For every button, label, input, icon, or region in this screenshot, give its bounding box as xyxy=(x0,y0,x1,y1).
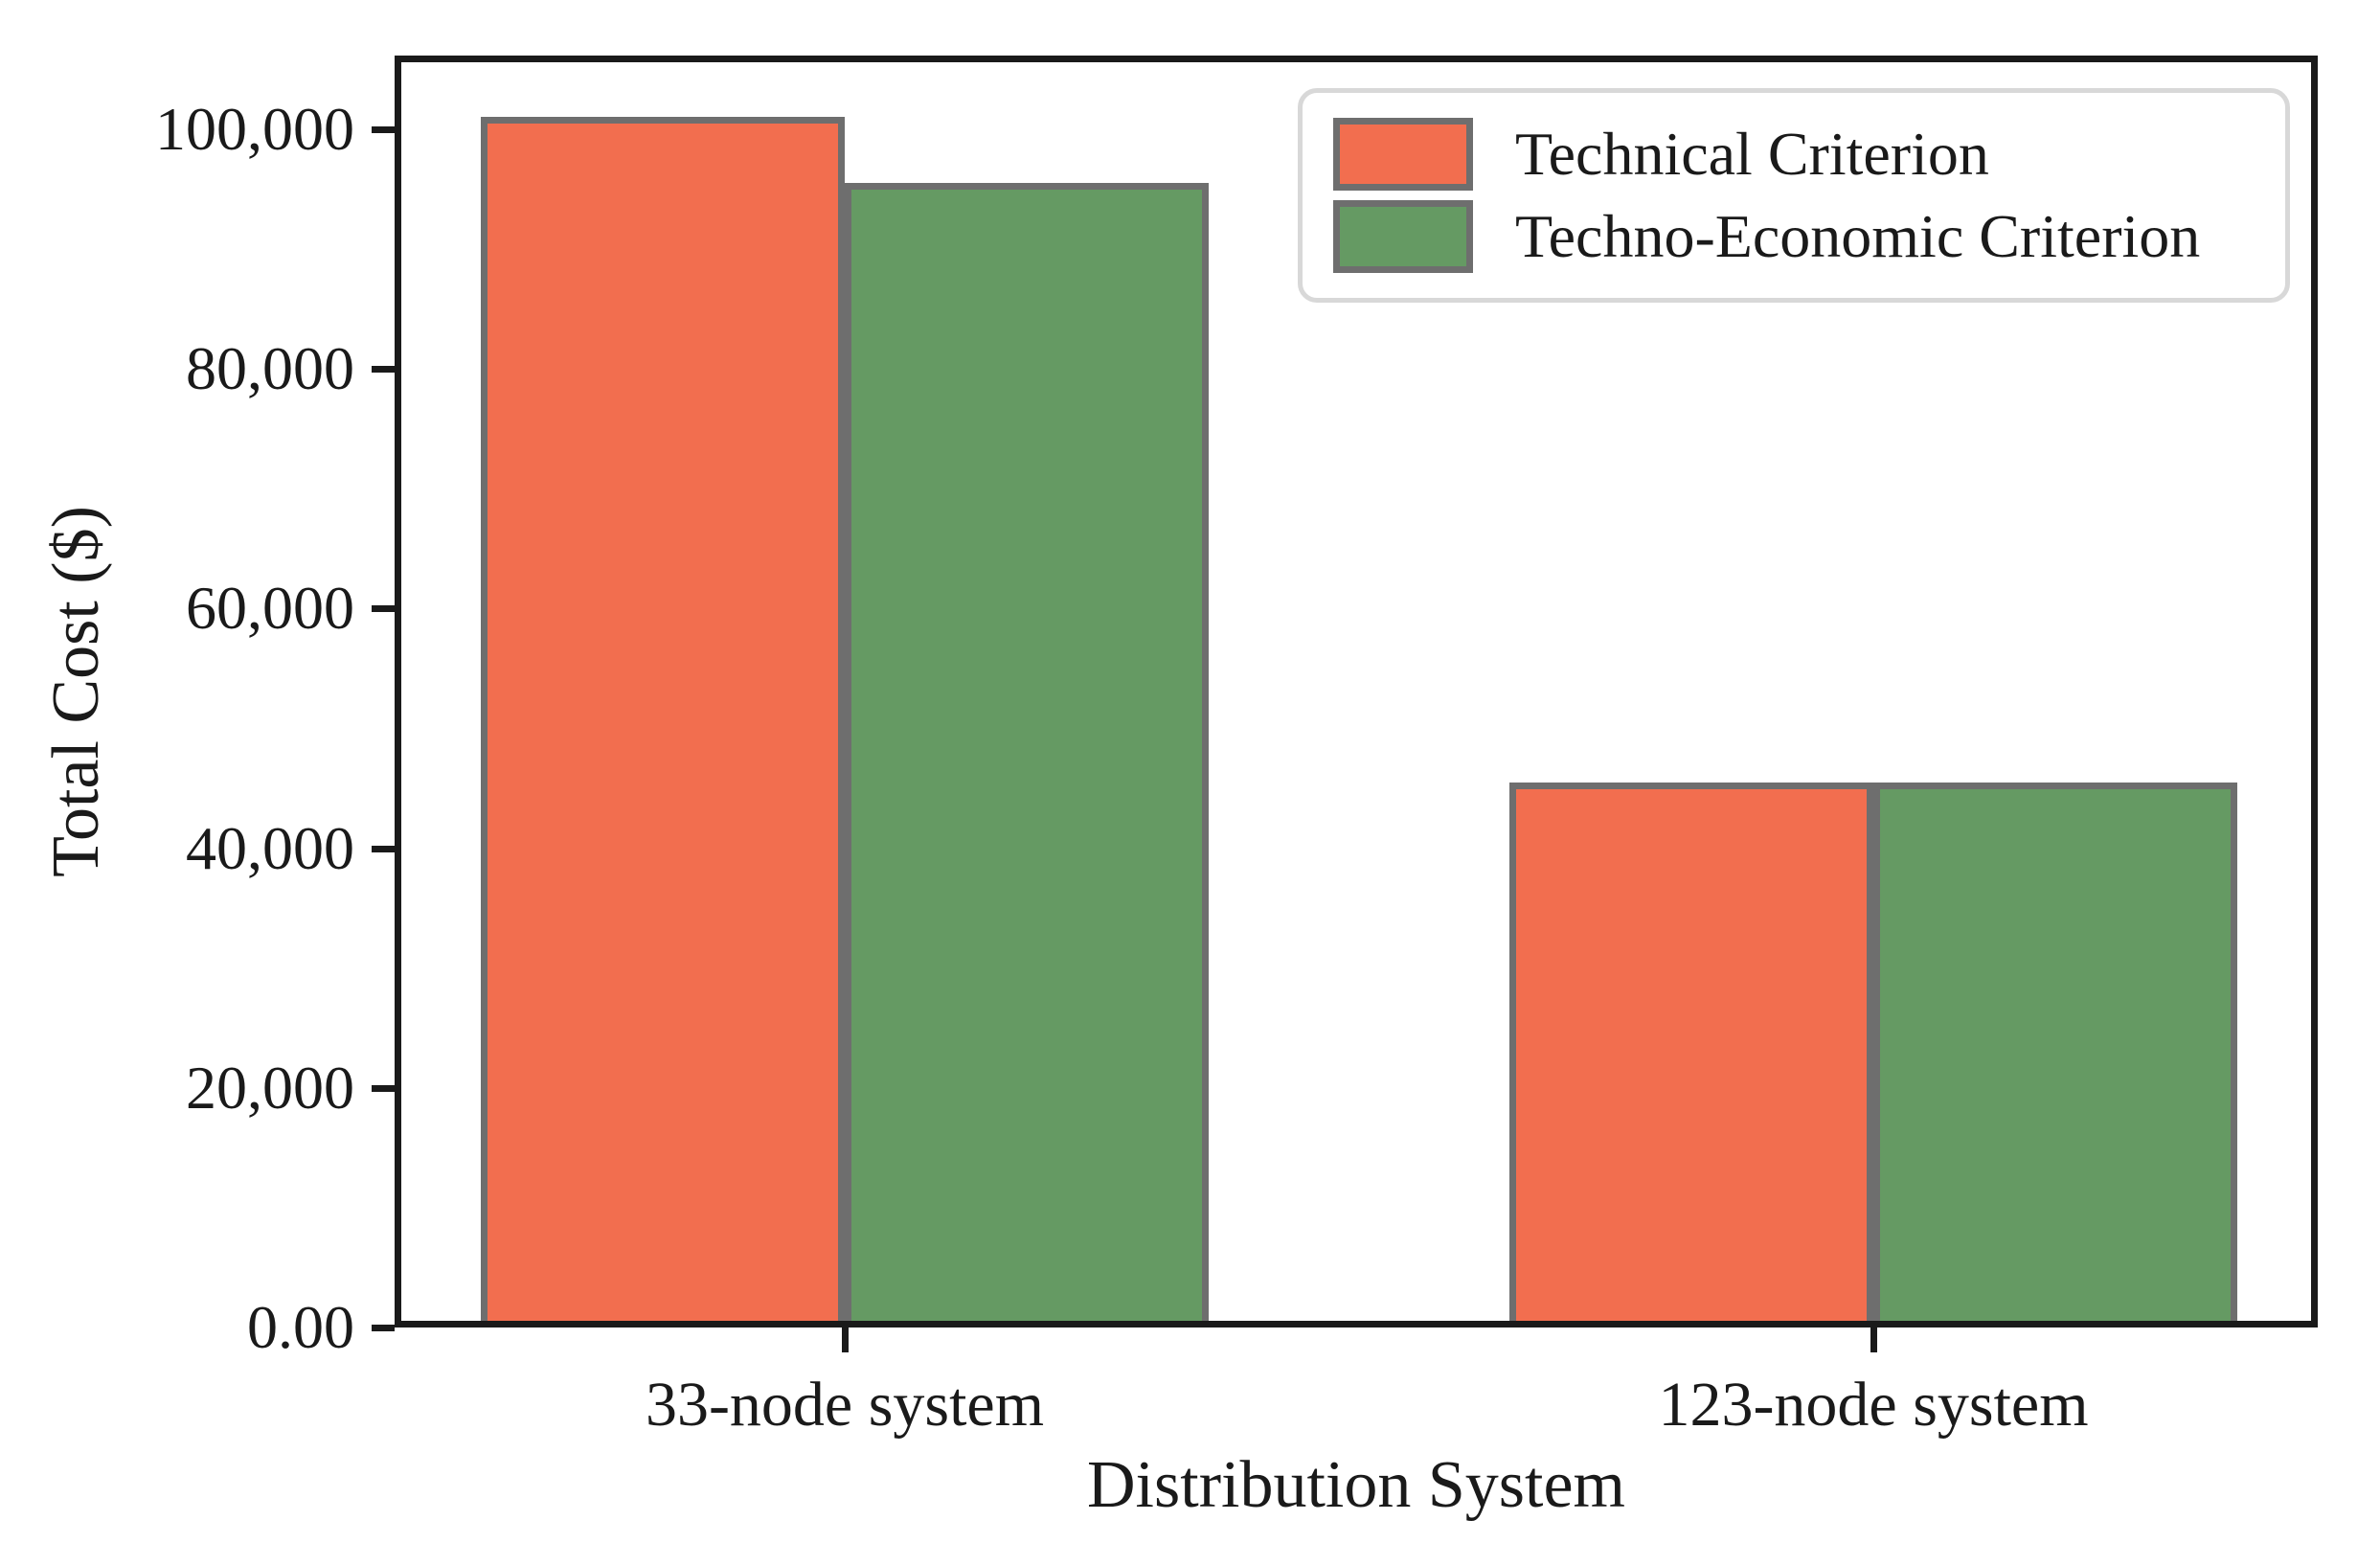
bar-technical-criterion-33-node-system xyxy=(481,117,845,1327)
legend-entry-techno-economic: Techno-Economic Criterion xyxy=(1333,196,2256,277)
y-tick-label-0-00: 0.00 xyxy=(247,1293,354,1361)
bar-techno-economic-criterion-123-node-system xyxy=(1873,783,2237,1327)
legend-label-techno-economic: Techno-Economic Criterion xyxy=(1515,202,2201,270)
x-tick-label-33-node-system: 33-node system xyxy=(645,1370,1045,1440)
x-axis-label: Distribution System xyxy=(1087,1448,1625,1522)
y-tick-60-000 xyxy=(372,605,395,612)
y-tick-100-000 xyxy=(372,126,395,133)
legend-swatch-technical xyxy=(1333,118,1473,191)
legend: Technical Criterion Techno-Economic Crit… xyxy=(1298,88,2290,303)
y-tick-label-100-000: 100,000 xyxy=(155,95,354,163)
y-tick-40-000 xyxy=(372,846,395,852)
legend-entry-technical: Technical Criterion xyxy=(1333,114,2256,194)
x-tick-label-123-node-system: 123-node system xyxy=(1658,1370,2089,1440)
legend-swatch-techno-economic xyxy=(1333,200,1473,273)
x-tick-123-node-system xyxy=(1870,1327,1877,1352)
y-tick-label-60-000: 60,000 xyxy=(186,574,354,642)
bar-technical-criterion-123-node-system xyxy=(1509,783,1873,1327)
bar-techno-economic-criterion-33-node-system xyxy=(845,183,1209,1327)
y-tick-80-000 xyxy=(372,366,395,373)
y-tick-label-40-000: 40,000 xyxy=(186,814,354,882)
y-axis-label: Total Cost ($) xyxy=(39,506,113,877)
y-tick-20-000 xyxy=(372,1085,395,1092)
x-tick-33-node-system xyxy=(842,1327,849,1352)
y-tick-label-80-000: 80,000 xyxy=(186,334,354,402)
y-tick-label-20-000: 20,000 xyxy=(186,1054,354,1122)
y-tick-0-00 xyxy=(372,1325,395,1331)
legend-label-technical: Technical Criterion xyxy=(1515,120,1989,188)
